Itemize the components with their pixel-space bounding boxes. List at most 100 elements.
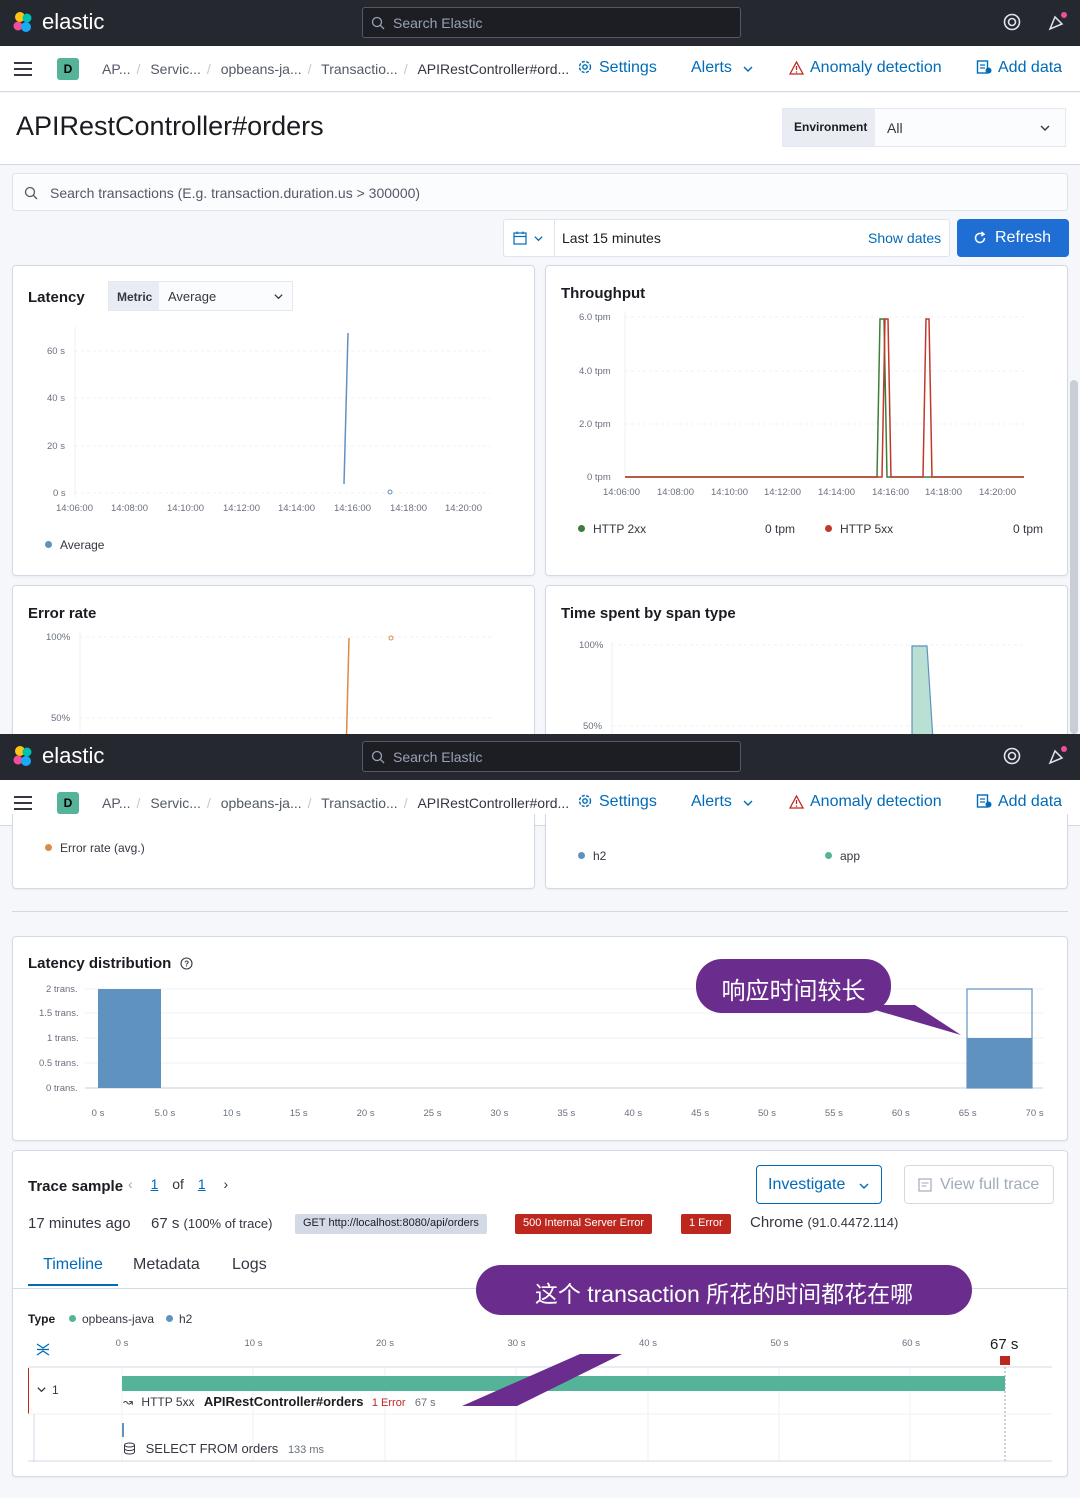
refresh-button[interactable]: Refresh — [957, 219, 1069, 257]
environment-label: Environment — [783, 109, 875, 146]
news-feed-icon[interactable] — [1047, 746, 1067, 766]
show-dates-link[interactable]: Show dates — [868, 230, 942, 246]
transaction-search-placeholder: Search transactions (E.g. transaction.du… — [50, 185, 421, 201]
global-search-input[interactable]: Search Elastic — [362, 741, 741, 772]
throughput-series-2xx — [625, 318, 1024, 478]
latency-distribution-y-tick: 2 trans. — [46, 984, 78, 995]
breadcrumb-apm[interactable]: AP... — [102, 795, 131, 811]
span-type-card-bottom: h2 app — [545, 814, 1068, 889]
throughput-legend-5xx[interactable]: HTTP 5xx — [825, 522, 893, 536]
alerts-menu[interactable]: Alerts — [691, 793, 754, 811]
anomaly-detection-link[interactable]: Anomaly detection — [788, 793, 942, 811]
latency-distribution-chart: 2 trans. 1.5 trans. 1 trans. 0.5 trans. … — [39, 984, 1044, 1119]
page-of: of — [172, 1176, 184, 1192]
breadcrumb-transactions[interactable]: Transactio... — [321, 795, 398, 811]
transaction-bar[interactable] — [122, 1376, 1005, 1391]
waterfall-axis: 0 s 10 s 20 s 30 s 40 s 50 s 60 s — [116, 1338, 921, 1349]
error-count-badge[interactable]: 1 Error — [681, 1214, 731, 1234]
breadcrumb-services[interactable]: Servic... — [150, 61, 201, 77]
latency-distribution-y-tick: 0.5 trans. — [39, 1058, 79, 1069]
latency-x-tick: 14:06:00 — [56, 503, 93, 514]
anomaly-detection-link[interactable]: Anomaly detection — [788, 59, 942, 77]
transaction-search-input[interactable]: Search transactions (E.g. transaction.du… — [12, 173, 1068, 211]
throughput-x-tick: 14:14:00 — [818, 487, 855, 498]
metric-select[interactable]: Metric Average — [108, 281, 293, 311]
row-toggle[interactable]: 1 — [36, 1383, 59, 1397]
latency-distribution-x-tick: 5.0 s — [155, 1108, 176, 1119]
error-rate-legend-item[interactable]: Error rate (avg.) — [45, 841, 145, 855]
total-duration-marker: 67 s — [990, 1336, 1019, 1353]
add-data-link[interactable]: Add data — [976, 59, 1062, 77]
chevron-down-icon — [743, 66, 753, 72]
latency-distribution-x-tick: 45 s — [691, 1108, 709, 1119]
space-avatar[interactable]: D — [57, 58, 79, 80]
gear-icon — [578, 60, 592, 74]
error-rate-y-tick: 50% — [51, 713, 71, 724]
elastic-logo-icon — [13, 746, 32, 766]
page-scrollbar[interactable] — [1070, 380, 1078, 734]
previous-page-icon[interactable]: ‹ — [128, 1176, 133, 1192]
breadcrumb-service[interactable]: opbeans-ja... — [220, 61, 302, 77]
latency-distribution-x-tick: 55 s — [825, 1108, 843, 1119]
help-icon[interactable] — [1002, 12, 1022, 32]
latency-x-tick: 14:10:00 — [167, 503, 204, 514]
tab-metadata[interactable]: Metadata — [133, 1256, 200, 1273]
environment-select[interactable]: Environment All — [782, 108, 1066, 147]
latency-distribution-x-tick: 50 s — [758, 1108, 776, 1119]
space-avatar[interactable]: D — [57, 792, 79, 814]
add-data-link[interactable]: Add data — [976, 793, 1062, 811]
breadcrumb-transactions[interactable]: Transactio... — [321, 61, 398, 77]
callout-pointer — [462, 1354, 622, 1406]
news-feed-icon[interactable] — [1047, 12, 1067, 32]
collapse-all-icon[interactable] — [35, 1341, 51, 1357]
throughput-legend-2xx[interactable]: HTTP 2xx — [578, 522, 646, 536]
span-type-legend-app[interactable]: app — [825, 849, 860, 863]
throughput-x-tick: 14:20:00 — [979, 487, 1016, 498]
warning-icon — [788, 794, 805, 809]
throughput-chart: 6.0 tpm 4.0 tpm 2.0 tpm 0 tpm 14:06:00 1… — [579, 311, 1024, 498]
global-search-input[interactable]: Search Elastic — [362, 7, 741, 38]
transaction-error-link[interactable]: 1 Error — [371, 1397, 406, 1409]
breadcrumb-service[interactable]: opbeans-ja... — [220, 795, 302, 811]
metric-label: Metric — [109, 282, 159, 310]
breadcrumb-services[interactable]: Servic... — [150, 795, 201, 811]
span-type-legend-h2[interactable]: h2 — [578, 849, 606, 863]
settings-link[interactable]: Settings — [577, 793, 657, 811]
breadcrumb-apm[interactable]: AP... — [102, 61, 131, 77]
callout-pointer — [858, 1005, 961, 1035]
latency-distribution-x-tick: 10 s — [223, 1108, 241, 1119]
latency-legend-item[interactable]: Average — [45, 538, 104, 552]
trace-age: 17 minutes ago — [28, 1215, 131, 1232]
settings-link[interactable]: Settings — [577, 59, 657, 77]
app-nav-bar: D AP... / Servic... / opbeans-ja... / Trans… — [0, 46, 1080, 92]
error-marker[interactable] — [1000, 1356, 1010, 1365]
transaction-row[interactable]: ↝ HTTP 5xx APIRestController#orders 1 Er… — [123, 1394, 436, 1409]
info-icon[interactable]: ? — [179, 957, 193, 970]
tab-timeline[interactable]: Timeline — [28, 1253, 118, 1286]
latency-distribution-title: Latency distribution ? — [28, 955, 193, 972]
latency-distribution-bar[interactable] — [98, 989, 161, 1088]
investigate-button[interactable]: Investigate — [756, 1165, 882, 1204]
latency-distribution-x-tick: 70 s — [1026, 1108, 1044, 1119]
callout-long-response: 响应时间较长 — [696, 959, 891, 1013]
latency-distribution-x-tick: 40 s — [624, 1108, 642, 1119]
help-icon[interactable] — [1002, 746, 1022, 766]
quick-menu-button[interactable] — [504, 220, 555, 256]
span-bar[interactable] — [122, 1423, 124, 1437]
menu-icon[interactable] — [14, 62, 32, 76]
type-legend-label: Type — [28, 1312, 56, 1326]
refresh-icon — [974, 231, 986, 244]
next-page-icon[interactable]: › — [223, 1176, 229, 1192]
span-row[interactable]: SELECT FROM orders 133 ms — [123, 1441, 324, 1456]
page-total[interactable]: 1 — [197, 1176, 206, 1192]
page-current[interactable]: 1 — [150, 1176, 159, 1192]
chevron-down-icon — [859, 1183, 869, 1189]
chevron-down-icon — [743, 800, 753, 806]
tab-logs[interactable]: Logs — [232, 1256, 267, 1273]
alerts-menu[interactable]: Alerts — [691, 59, 754, 77]
view-full-trace-button[interactable]: View full trace — [904, 1165, 1054, 1204]
time-range-label[interactable]: Last 15 minutes — [562, 230, 661, 246]
transaction-name: APIRestController#orders — [203, 1394, 364, 1409]
menu-icon[interactable] — [14, 796, 32, 810]
latency-distribution-bar[interactable] — [967, 1038, 1032, 1088]
